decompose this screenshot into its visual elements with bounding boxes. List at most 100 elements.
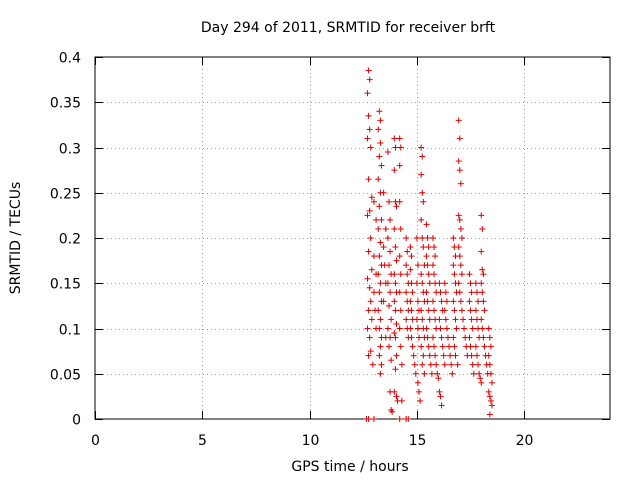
data-point (460, 316, 467, 323)
data-point (431, 271, 438, 278)
data-point (468, 316, 475, 323)
data-point (385, 343, 392, 350)
data-point (425, 307, 432, 314)
data-point (487, 370, 494, 377)
data-point (377, 239, 384, 246)
data-point (473, 352, 480, 359)
data-point (380, 244, 387, 251)
data-point (366, 76, 373, 83)
data-point (457, 225, 464, 232)
data-point (380, 189, 387, 196)
data-point (424, 262, 431, 269)
data-point (418, 144, 425, 151)
data-point (456, 216, 463, 223)
data-point (403, 262, 410, 269)
data-point (418, 216, 425, 223)
data-point (457, 298, 464, 305)
data-point (428, 370, 435, 377)
data-point (458, 307, 465, 314)
data-point (466, 334, 473, 341)
data-point (429, 298, 436, 305)
data-point (488, 402, 495, 409)
data-point (376, 203, 383, 210)
data-point (475, 361, 482, 368)
data-point (442, 316, 449, 323)
data-point (397, 343, 404, 350)
data-point (416, 388, 423, 395)
data-point (377, 139, 384, 146)
data-point (480, 298, 487, 305)
data-point (438, 298, 445, 305)
data-point (403, 316, 410, 323)
x-tick-label: 10 (302, 433, 320, 449)
data-point (376, 352, 383, 359)
data-point (429, 235, 436, 241)
y-tick-label: 0.4 (59, 51, 81, 67)
y-tick-label: 0.3 (59, 142, 81, 158)
data-point (396, 325, 403, 332)
data-point (434, 370, 441, 377)
data-point (436, 280, 443, 287)
data-point (468, 352, 475, 359)
data-point (455, 212, 462, 219)
data-point (375, 271, 382, 278)
data-point (368, 316, 375, 323)
data-point (368, 194, 375, 201)
x-tick-label: 20 (516, 433, 534, 449)
data-point (392, 280, 399, 287)
data-point (365, 248, 372, 255)
data-point (473, 289, 480, 296)
data-point (456, 167, 463, 174)
data-point (479, 289, 486, 296)
data-point (377, 280, 384, 287)
data-point (418, 271, 425, 278)
data-point (485, 388, 492, 395)
data-point (398, 361, 405, 368)
data-point (424, 334, 431, 341)
data-point (388, 357, 395, 364)
data-point (364, 212, 371, 219)
data-point (393, 203, 400, 210)
data-point (424, 235, 431, 241)
data-point (378, 216, 385, 223)
data-point (376, 325, 383, 332)
data-point (403, 235, 410, 241)
data-points (363, 67, 495, 422)
data-point (447, 352, 454, 359)
data-point (411, 361, 418, 368)
data-point (486, 393, 493, 400)
data-point (472, 280, 479, 287)
data-point (420, 198, 427, 205)
data-point (387, 289, 394, 296)
data-point (365, 112, 372, 119)
data-point (407, 325, 414, 332)
data-point (481, 343, 488, 350)
data-point (398, 397, 405, 404)
data-point (478, 248, 485, 255)
data-point (431, 244, 438, 251)
data-point (439, 343, 446, 350)
y-tick-label: 0.35 (50, 96, 81, 112)
data-point (450, 334, 457, 341)
data-point (376, 108, 383, 115)
data-point (370, 416, 377, 422)
x-axis-label: GPS time / hours (291, 459, 408, 475)
x-tick-label: 15 (409, 433, 427, 449)
data-point (454, 361, 461, 368)
data-point (364, 135, 371, 142)
data-point (385, 198, 392, 205)
data-point (487, 343, 494, 350)
data-point (486, 334, 493, 341)
data-point (476, 370, 483, 377)
data-point (472, 307, 479, 314)
data-point (377, 370, 384, 377)
data-point (418, 343, 425, 350)
data-point (431, 307, 438, 314)
data-point (448, 361, 455, 368)
data-point (437, 393, 444, 400)
data-point (467, 280, 474, 287)
data-point (366, 284, 373, 291)
data-point (373, 216, 380, 223)
data-point (458, 235, 465, 241)
data-point (427, 361, 434, 368)
